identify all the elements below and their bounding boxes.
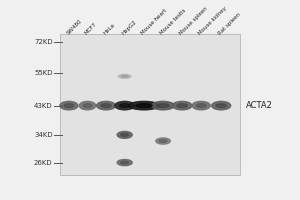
Ellipse shape [118,74,131,78]
Text: SW480: SW480 [65,18,83,36]
Ellipse shape [157,104,169,108]
Ellipse shape [196,104,206,108]
Text: 72KD: 72KD [34,39,52,45]
Text: MCF7: MCF7 [84,21,98,36]
Text: 55KD: 55KD [34,70,52,76]
Text: Rat spleen: Rat spleen [218,11,242,36]
Text: HepG2: HepG2 [121,19,138,36]
FancyBboxPatch shape [60,34,240,175]
Ellipse shape [117,131,132,138]
Ellipse shape [152,101,174,110]
Ellipse shape [192,101,210,110]
Ellipse shape [101,104,111,108]
Ellipse shape [121,75,128,77]
Text: HeLa: HeLa [103,22,116,36]
Ellipse shape [119,104,130,108]
Ellipse shape [64,104,74,108]
Text: Mouse spleen: Mouse spleen [178,5,209,36]
Text: Mouse testis: Mouse testis [160,8,188,36]
Ellipse shape [156,138,170,144]
Ellipse shape [136,104,152,108]
Ellipse shape [83,104,92,108]
Text: Mouse kidney: Mouse kidney [198,5,228,36]
Ellipse shape [117,160,132,166]
Ellipse shape [129,101,159,110]
Ellipse shape [159,140,167,142]
Ellipse shape [212,101,231,110]
Text: ACTA2: ACTA2 [246,101,272,110]
Ellipse shape [60,101,78,110]
Ellipse shape [177,104,188,108]
Ellipse shape [121,133,129,136]
Text: 26KD: 26KD [34,160,52,166]
Ellipse shape [97,101,116,110]
Text: 34KD: 34KD [34,132,52,138]
Text: Mouse heart: Mouse heart [140,8,168,36]
Ellipse shape [172,101,192,110]
Ellipse shape [79,101,96,110]
Text: 43KD: 43KD [34,103,52,109]
Ellipse shape [216,104,226,108]
Ellipse shape [121,161,129,164]
Ellipse shape [115,101,134,110]
